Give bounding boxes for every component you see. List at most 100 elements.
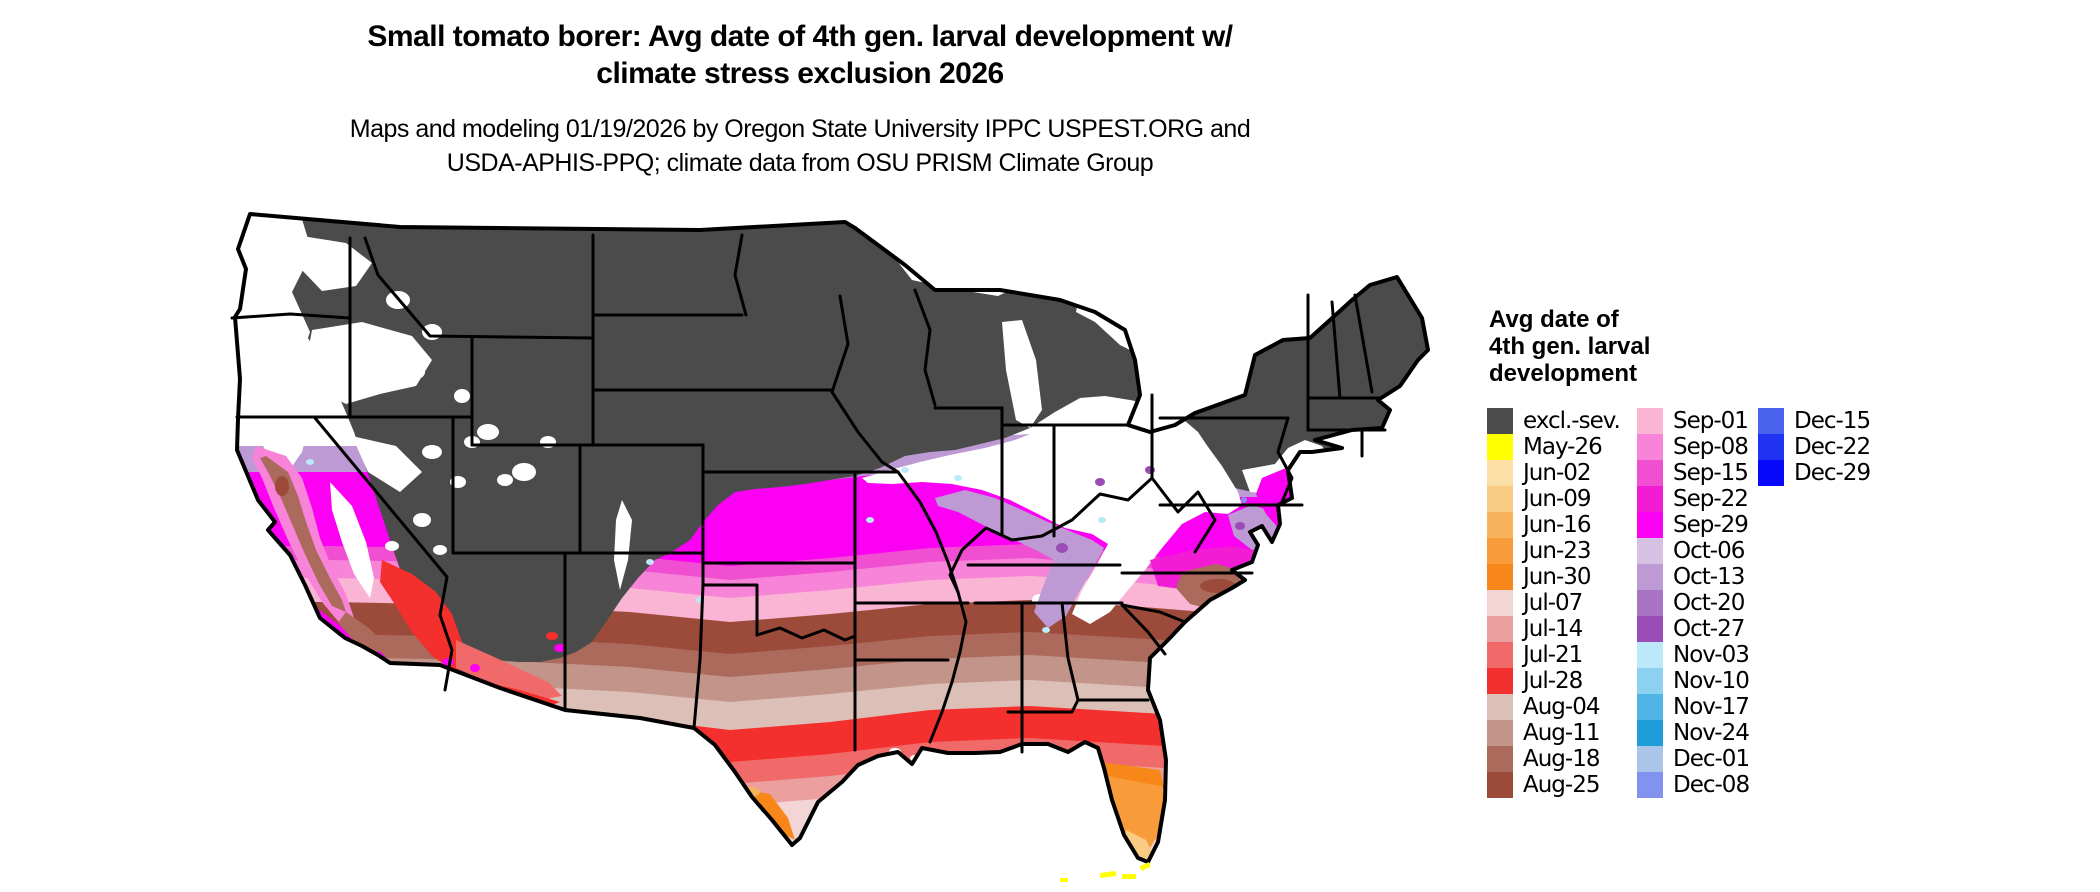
map-title-line1: Small tomato borer: Avg date of 4th gen.… [367,20,1233,53]
legend-row: Aug-11 [1487,720,1620,746]
legend-title-line1: Avg date of [1489,306,1619,333]
red-southern-arizona [456,640,562,700]
legend-row: Jun-09 [1487,486,1620,512]
legend-row: Dec-15 [1758,408,1871,434]
legend-row: Jun-02 [1487,460,1620,486]
white-patch [477,424,499,440]
legend-label: Nov-03 [1673,642,1750,668]
florida-keys [1060,862,1151,882]
legend-row: Jul-28 [1487,668,1620,694]
legend-swatch [1637,538,1663,564]
lightblue-speck [866,517,874,523]
lightblue-speck [306,459,314,465]
magenta-davis-mts [693,743,707,761]
periwinkle-speck [1241,497,1247,503]
legend-row: Dec-01 [1637,746,1750,772]
purple-speck [1235,522,1245,530]
white-patch [422,445,442,459]
legend-label: Nov-17 [1673,694,1750,720]
legend-label: Sep-01 [1673,408,1749,434]
legend-label: Jul-28 [1523,668,1583,694]
legend-swatch [1758,408,1784,434]
legend-label: Jun-23 [1523,538,1592,564]
legend-swatch [1637,772,1663,798]
legend-label: Aug-04 [1523,694,1600,720]
legend-label: May-26 [1523,434,1603,460]
map-band-jul-07 [235,782,1428,862]
legend-swatch [1487,538,1513,564]
legend-swatch [1487,668,1513,694]
legend-label: Jul-07 [1523,590,1583,616]
legend-label: Oct-20 [1673,590,1745,616]
white-columbia-basin [306,322,432,404]
magenta-speck [554,644,566,652]
legend-column-2: Sep-01 Sep-08 Sep-15 Sep-22 Sep-29 Oct-06 Oct-… [1637,408,1750,798]
legend-swatch [1637,408,1663,434]
legend-row: Jul-07 [1487,590,1620,616]
legend-label: Nov-10 [1673,668,1750,694]
legend-row: Sep-01 [1637,408,1749,434]
legend-column-1: excl.-sev. May-26 Jun-02 Jun-09 Jun-16 Jun-23… [1487,408,1621,798]
legend-label: Aug-25 [1523,772,1600,798]
us-map [230,190,1470,892]
legend-label: Oct-06 [1673,538,1745,564]
legend-row: Jul-14 [1487,616,1620,642]
legend-row: Nov-17 [1637,694,1750,720]
legend-label: Nov-24 [1673,720,1750,746]
legend-swatch [1637,512,1663,538]
legend-swatch [1637,564,1663,590]
legend-row: Sep-29 [1637,512,1749,538]
map-band-jul-21 [235,738,1428,862]
orange-florida-tip [1124,830,1152,860]
legend-swatch [1637,590,1663,616]
legend-row: Oct-13 [1637,564,1749,590]
legend-label: Jun-02 [1523,460,1592,486]
magenta-speck [470,664,480,672]
legend-row: Jul-21 [1487,642,1620,668]
legend-swatch [1487,694,1513,720]
orange-florida-north [1100,762,1164,788]
purple-speck [1056,543,1068,553]
white-patch [454,389,470,403]
legend-swatch [1487,642,1513,668]
legend-swatch [1758,460,1784,486]
lake-michigan [1002,320,1042,428]
white-midwest-band [862,402,1242,624]
map-band-jul-14 [235,760,1428,862]
us-map-svg [230,212,1430,882]
white-patch [512,463,536,481]
lightblue-speck [1042,627,1050,633]
legend-label: Dec-08 [1673,772,1750,798]
state-borders [230,233,1387,754]
legend-label: Jun-30 [1523,564,1592,590]
legend-label: Dec-29 [1794,460,1871,486]
orange-florida-main [1104,775,1165,855]
legend-label: Aug-11 [1523,720,1600,746]
map-title-line2: climate stress exclusion 2026 [596,57,1004,90]
legend-row: Nov-24 [1637,720,1750,746]
legend-label: Sep-29 [1673,512,1749,538]
magenta-speck [294,636,306,644]
legend-row: Jun-30 [1487,564,1620,590]
white-patch [385,541,399,551]
brown-speck [689,756,699,768]
key-island [1060,878,1068,882]
lightblue-speck [1098,517,1106,523]
legend-label: Jun-16 [1523,512,1592,538]
legend-label: Dec-01 [1673,746,1750,772]
map-title: Small tomato borer: Avg date of 4th gen.… [230,18,1370,92]
white-sangre-de-cristo [614,500,632,590]
purple-fringe-ohio-valley [935,490,1104,628]
legend-title: Avg date of 4th gen. larval development [1489,306,1849,387]
legend-swatch [1487,720,1513,746]
legend-row: Aug-25 [1487,772,1620,798]
legend-label: Sep-08 [1673,434,1749,460]
legend-row: Jun-23 [1487,538,1620,564]
legend-column-3: Dec-15 Dec-22 Dec-29 [1758,408,1871,486]
map-subtitle: Maps and modeling 01/19/2026 by Oregon S… [230,112,1370,180]
purple-speck [1095,478,1105,486]
legend-row: Sep-08 [1637,434,1749,460]
us-outline [233,212,1430,864]
legend-swatch [1637,642,1663,668]
